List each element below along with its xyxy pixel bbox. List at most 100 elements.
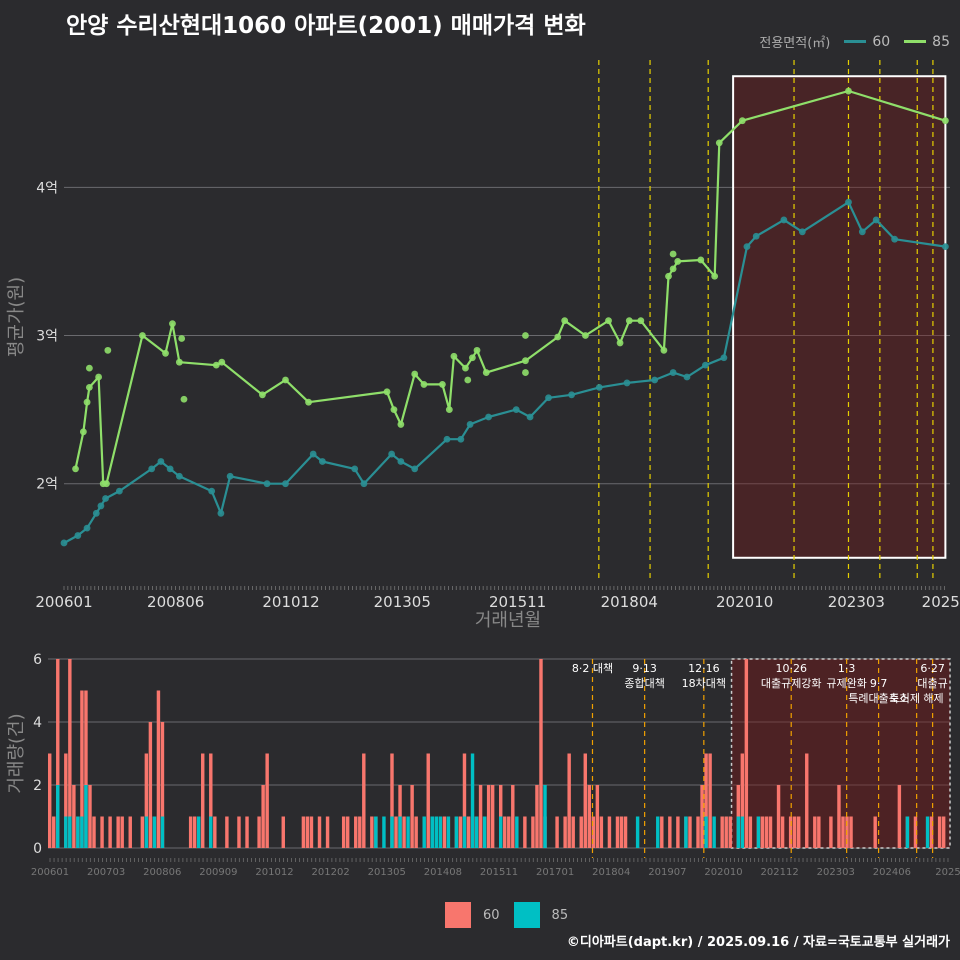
volume-bar-60 (140, 816, 145, 848)
volume-bar-85 (80, 816, 84, 848)
x-tick-label: 201305 (374, 593, 431, 611)
x-tick-label: 200909 (199, 867, 237, 878)
data-point-85 (665, 272, 672, 280)
x-tick-label: 200601 (31, 867, 69, 878)
volume-bar-60 (317, 816, 322, 848)
data-point-60 (388, 450, 396, 458)
volume-bar-60 (760, 816, 765, 848)
data-point-60 (309, 450, 317, 458)
data-point-85 (464, 376, 472, 384)
data-point-85 (383, 388, 391, 396)
volume-bar-60 (748, 816, 753, 848)
data-point-60 (74, 532, 82, 539)
volume-bar-85 (712, 816, 716, 848)
y-tick-label: 0 (33, 841, 42, 857)
volume-bar-60 (837, 785, 841, 848)
volume-bar-60 (358, 816, 362, 848)
volume-bar-60 (913, 816, 918, 848)
data-point-85 (438, 381, 446, 388)
volume-bar-60 (362, 753, 366, 848)
data-point-60 (457, 435, 465, 443)
data-point-60 (743, 243, 751, 251)
data-point-85 (103, 480, 110, 488)
volume-chart: 0 2 4 6 8·2 대책 9·13 종합대책 12·16 18차대책 10·26 대출규제강화 1… (6, 652, 960, 878)
data-point-85 (582, 332, 589, 339)
policy-annotation: 토허제 해제 (890, 691, 944, 705)
chart-title: 안양 수리산현대1060 아파트(2001) 매매가격 변화 (66, 13, 586, 39)
volume-bar-85 (406, 816, 410, 848)
legend-swatch-60 (844, 40, 867, 43)
policy-annotation: 6·27 (920, 662, 945, 675)
volume-bar-85 (76, 816, 80, 848)
data-point-85 (941, 117, 949, 125)
data-point-60 (83, 524, 91, 532)
policy-annotation: 규제완화 (826, 677, 866, 690)
x-axis-title: 거래년월 (475, 610, 541, 631)
volume-bar-60 (120, 816, 124, 848)
data-point-85 (85, 364, 93, 372)
volume-bar-85 (740, 816, 745, 848)
data-point-85 (175, 358, 183, 366)
data-point-85 (625, 317, 633, 325)
volume-bar-60 (511, 785, 515, 848)
volume-bar-60 (478, 785, 483, 848)
x-tick-label: 202303 (828, 593, 885, 611)
policy-annotation: 9·13 (632, 662, 657, 675)
volume-bar-85 (84, 785, 88, 848)
volume-bar-60 (555, 816, 559, 848)
data-point-60 (568, 391, 576, 399)
policy-annotation: 10·26 (775, 662, 807, 675)
data-point-60 (845, 198, 852, 206)
volume-bar-60 (929, 816, 934, 848)
volume-bar-85 (152, 816, 157, 848)
volume-bar-60 (68, 659, 72, 848)
volume-bar-60 (615, 816, 620, 848)
data-point-85 (390, 406, 398, 414)
data-point-85 (212, 361, 220, 369)
data-point-60 (166, 465, 174, 473)
volume-bar-60 (829, 816, 833, 848)
volume-bar-60 (410, 785, 414, 848)
volume-bar-60 (265, 753, 269, 848)
data-point-85 (162, 349, 169, 357)
data-point-85 (561, 317, 569, 325)
volume-bar-85 (736, 816, 741, 848)
data-point-60 (485, 413, 492, 421)
y-tick-label: 3억 (36, 329, 58, 345)
legend-box-85 (513, 902, 540, 928)
volume-bar-85 (756, 816, 761, 848)
policy-annotation: 1·3 (838, 662, 856, 675)
volume-bar-60 (724, 816, 728, 848)
data-point-60 (217, 509, 225, 517)
volume-bar-60 (92, 816, 96, 848)
volume-bar-60 (776, 785, 781, 848)
volume-bar-85 (684, 816, 688, 848)
volume-bar-60 (688, 816, 692, 848)
x-tick-label: 202010 (716, 593, 773, 611)
data-point-60 (780, 216, 788, 224)
data-point-60 (102, 495, 109, 502)
volume-bar-60 (591, 816, 596, 848)
volume-bar-60 (841, 816, 845, 848)
data-point-60 (92, 509, 100, 517)
data-point-60 (60, 539, 68, 547)
highlight-box (732, 75, 947, 559)
x-tick-label: 200703 (87, 867, 125, 878)
data-point-85 (180, 395, 188, 403)
x-tick-label: 201907 (648, 867, 686, 878)
volume-bar-60 (237, 816, 241, 848)
data-point-85 (674, 258, 682, 265)
data-point-85 (397, 421, 405, 428)
volume-bar-60 (458, 816, 463, 848)
volume-bar-60 (897, 785, 902, 848)
volume-bar-60 (354, 816, 358, 848)
volume-bar-60 (619, 816, 624, 848)
volume-bar-60 (595, 785, 600, 848)
legend-bottom: 60 85 (445, 902, 582, 928)
volume-bar-85 (196, 816, 201, 848)
volume-bar-85 (543, 785, 547, 848)
y-tick-label: 4 (33, 715, 42, 731)
data-point-60 (115, 487, 123, 495)
data-point-85 (218, 358, 226, 366)
